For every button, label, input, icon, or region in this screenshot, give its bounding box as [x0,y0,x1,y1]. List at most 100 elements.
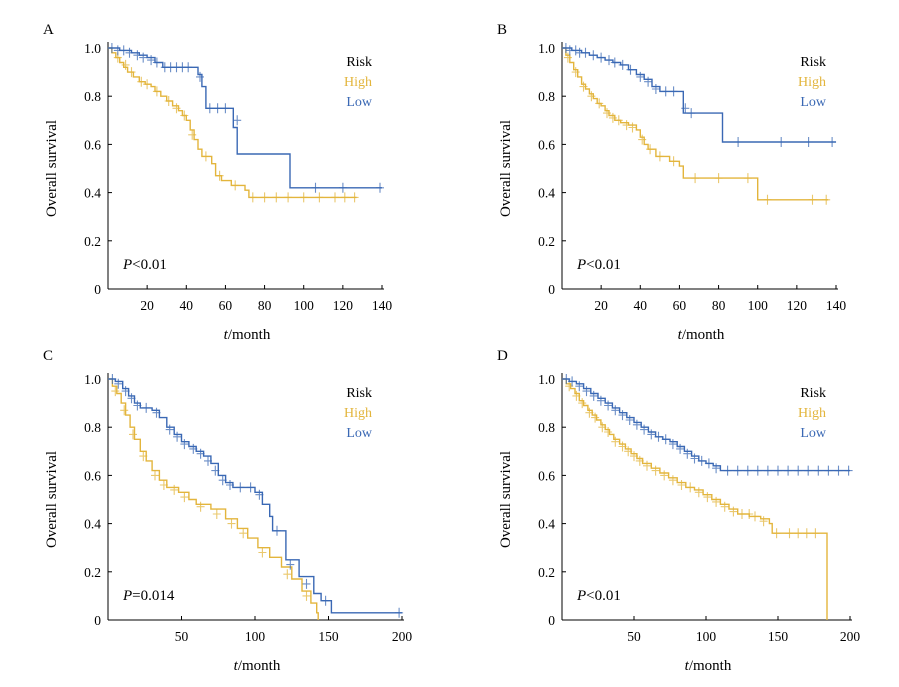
censor-mark [221,103,230,114]
x-tick-label: 60 [219,298,233,313]
series-high [108,378,319,620]
censor-mark [655,151,664,162]
censor-mark [751,511,759,522]
x-axis-label-var: t [685,658,690,674]
censor-mark [618,441,627,452]
censor-mark [572,390,581,401]
censor-mark [283,569,292,580]
legend-item-high: High [798,75,826,90]
censor-mark [137,76,146,87]
x-tick-label: 100 [245,629,266,644]
y-axis-label: Overall survival [44,120,60,217]
censor-mark [315,192,324,203]
censor-mark [661,434,670,445]
x-tick-label: 40 [180,298,194,313]
censor-mark [694,487,703,498]
censor-mark [661,86,670,97]
y-tick-label: 0.8 [84,420,101,435]
series-low [107,43,384,193]
censor-mark [204,455,212,466]
x-tick-label: 200 [392,629,413,644]
censor-mark [180,439,189,450]
panel-d: D 0 0.2 0.4 0.6 0.8 1.0 50 100 150 200 t/month Overa… [497,348,860,674]
y-tick-label: 0.2 [538,234,555,249]
series-high [562,378,828,620]
censor-mark [811,528,820,539]
x-tick-label: 140 [372,298,393,313]
legend-item-low: Low [800,95,827,110]
censor-mark [604,400,613,411]
censor-mark [610,57,619,68]
x-axis-label-unit: /month [689,658,732,674]
censor-mark [626,64,635,75]
censor-mark [201,151,210,162]
censor-mark [585,407,594,418]
censor-mark [165,424,174,435]
p-value-text: <0.01 [586,257,621,273]
censor-mark [729,506,738,517]
censor-mark [589,390,598,401]
censor-mark [712,463,721,474]
censor-mark [284,192,293,203]
survival-curve-high [108,378,319,620]
censor-mark [575,381,584,392]
censor-mark [582,386,591,397]
censor-mark [794,465,803,476]
censor-mark [834,465,843,476]
censor-mark [828,137,837,147]
censor-mark [121,386,130,397]
censor-mark [690,453,699,464]
x-tick-label: 200 [840,629,861,644]
censor-mark [299,192,308,203]
censor-mark [669,156,678,167]
censor-mark [763,465,772,476]
censor-mark [571,45,580,56]
x-tick-label: 80 [258,298,272,313]
legend-item-high: High [344,75,372,90]
y-tick-label: 0.6 [538,468,555,483]
censor-mark [632,419,641,430]
censor-mark [720,501,729,512]
censor-mark [226,480,234,490]
censor-mark [581,47,590,58]
x-tick-label: 60 [673,298,687,313]
series-low [562,374,853,476]
censor-mark [258,547,267,558]
censor-mark [142,402,151,413]
censor-mark [111,386,120,397]
censor-mark [683,448,692,459]
legend-title: Risk [800,386,826,401]
x-tick-label: 50 [627,629,641,644]
censor-mark [644,76,653,87]
censor-mark [763,194,772,205]
censor-mark [604,427,613,437]
censor-mark [568,376,577,387]
p-value-var: P [122,257,132,273]
censor-mark [302,590,311,601]
censor-mark [618,410,627,421]
censor-mark [822,194,831,205]
y-tick-label: 0.4 [538,186,555,201]
censor-mark [246,482,255,493]
censor-mark [180,110,189,121]
y-tick-label: 0.4 [84,186,101,201]
survival-curve-low [108,378,402,614]
legend: Risk High Low [798,386,827,441]
censor-mark [638,134,647,145]
censor-mark [704,458,713,469]
censor-mark [272,192,281,203]
censor-mark [660,470,669,481]
censor-mark [338,182,347,193]
y-tick-label: 0 [548,613,555,628]
x-axis-label-var: t [678,327,683,343]
censor-mark [759,516,768,527]
censor-mark [668,439,677,450]
censor-mark [733,465,742,476]
y-tick-label: 1.0 [538,41,555,56]
censor-mark [159,480,168,490]
series-low [108,374,404,618]
censor-mark [625,415,634,425]
censor-mark [651,465,660,476]
legend-item-low: Low [346,95,373,110]
